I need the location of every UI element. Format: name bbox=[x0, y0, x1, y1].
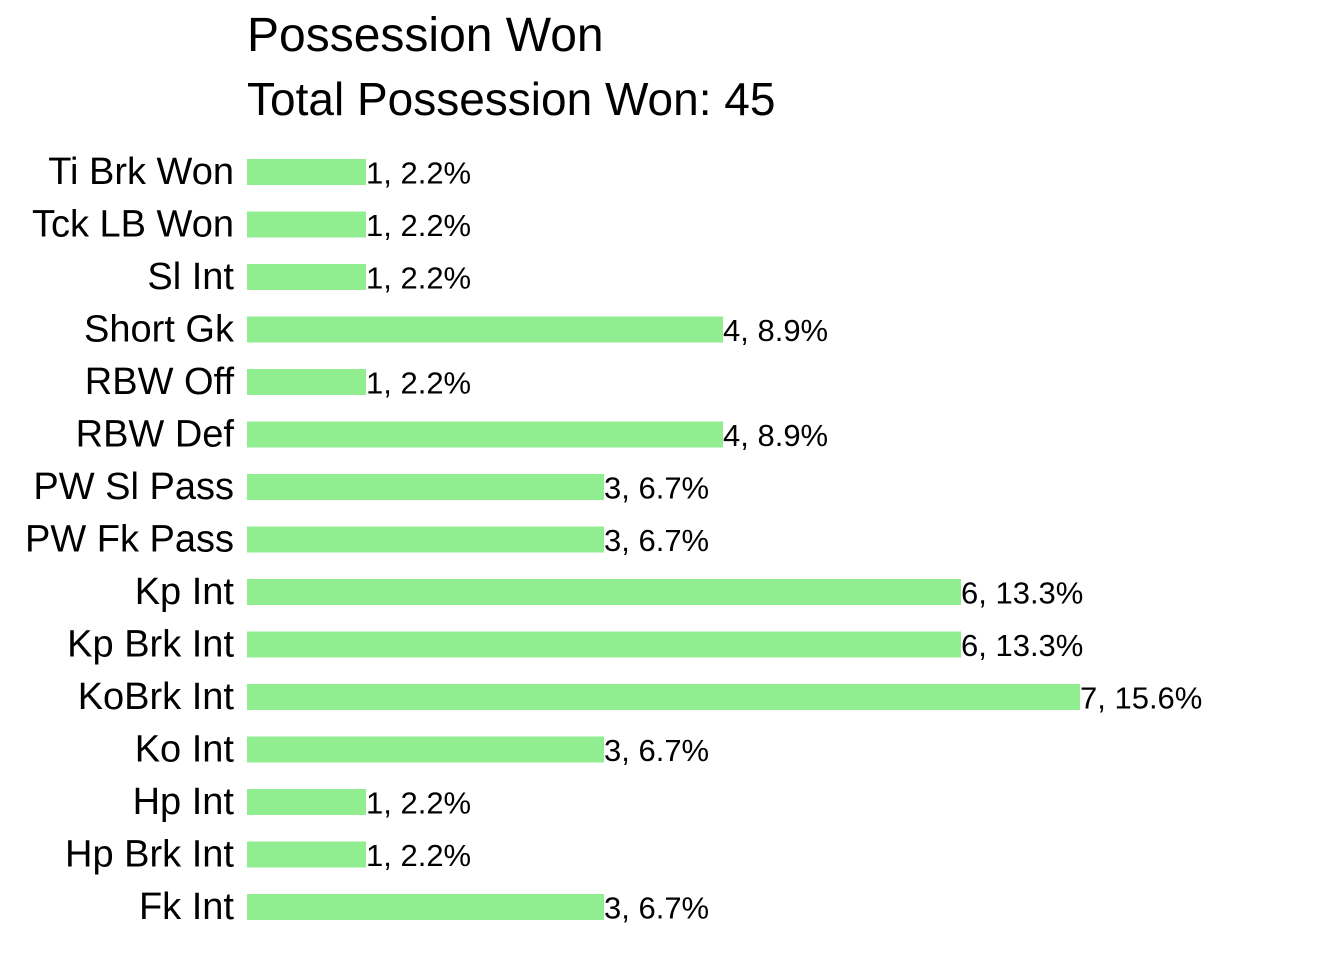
data-label: 1, 2.2% bbox=[366, 786, 471, 821]
bar bbox=[247, 474, 604, 500]
data-label: 3, 6.7% bbox=[604, 523, 709, 558]
value-labels: 1, 2.2% 1, 2.2% 1, 2.2% 4, 8.9% 1, 2.2% 4, 8.… bbox=[366, 156, 1202, 926]
bar bbox=[247, 159, 366, 185]
bar bbox=[247, 421, 723, 448]
data-label: 4, 8.9% bbox=[723, 418, 828, 453]
category-label: Short Gk bbox=[84, 309, 235, 351]
bar bbox=[247, 526, 604, 553]
bar bbox=[247, 841, 366, 868]
bar bbox=[247, 369, 366, 395]
category-label: RBW Def bbox=[76, 414, 235, 456]
data-label: 3, 6.7% bbox=[604, 733, 709, 768]
category-label: Ti Brk Won bbox=[48, 151, 234, 193]
bar bbox=[247, 579, 961, 605]
data-label: 7, 15.6% bbox=[1080, 681, 1202, 716]
data-label: 6, 13.3% bbox=[961, 628, 1083, 663]
bar bbox=[247, 684, 1080, 710]
data-label: 3, 6.7% bbox=[604, 471, 709, 506]
category-label: Sl Int bbox=[147, 256, 234, 298]
category-label: KoBrk Int bbox=[78, 676, 235, 718]
chart-title: Possession Won bbox=[247, 9, 604, 62]
bar bbox=[247, 736, 604, 763]
category-label: Fk Int bbox=[139, 886, 234, 928]
category-label: Hp Brk Int bbox=[65, 834, 234, 876]
bar bbox=[247, 264, 366, 290]
data-label: 4, 8.9% bbox=[723, 313, 828, 348]
category-label: Ko Int bbox=[135, 729, 235, 771]
category-label: PW Fk Pass bbox=[25, 519, 234, 561]
data-label: 6, 13.3% bbox=[961, 576, 1083, 611]
category-labels: Ti Brk Won Tck LB Won Sl Int Short Gk RBW Of… bbox=[25, 151, 235, 928]
bar bbox=[247, 316, 723, 343]
category-label: Hp Int bbox=[133, 781, 235, 823]
data-label: 1, 2.2% bbox=[366, 261, 471, 296]
data-label: 1, 2.2% bbox=[366, 838, 471, 873]
category-label: Tck LB Won bbox=[32, 204, 234, 246]
category-label: Kp Brk Int bbox=[67, 624, 234, 666]
bar bbox=[247, 894, 604, 920]
category-label: RBW Off bbox=[85, 361, 235, 403]
bar bbox=[247, 211, 366, 238]
category-label: Kp Int bbox=[135, 571, 235, 613]
bars bbox=[247, 159, 1080, 920]
bar bbox=[247, 631, 961, 658]
data-label: 1, 2.2% bbox=[366, 156, 471, 191]
chart-subtitle: Total Possession Won: 45 bbox=[247, 73, 776, 125]
data-label: 1, 2.2% bbox=[366, 208, 471, 243]
data-label: 3, 6.7% bbox=[604, 891, 709, 926]
category-label: PW Sl Pass bbox=[33, 466, 234, 508]
bar bbox=[247, 789, 366, 815]
data-label: 1, 2.2% bbox=[366, 366, 471, 401]
